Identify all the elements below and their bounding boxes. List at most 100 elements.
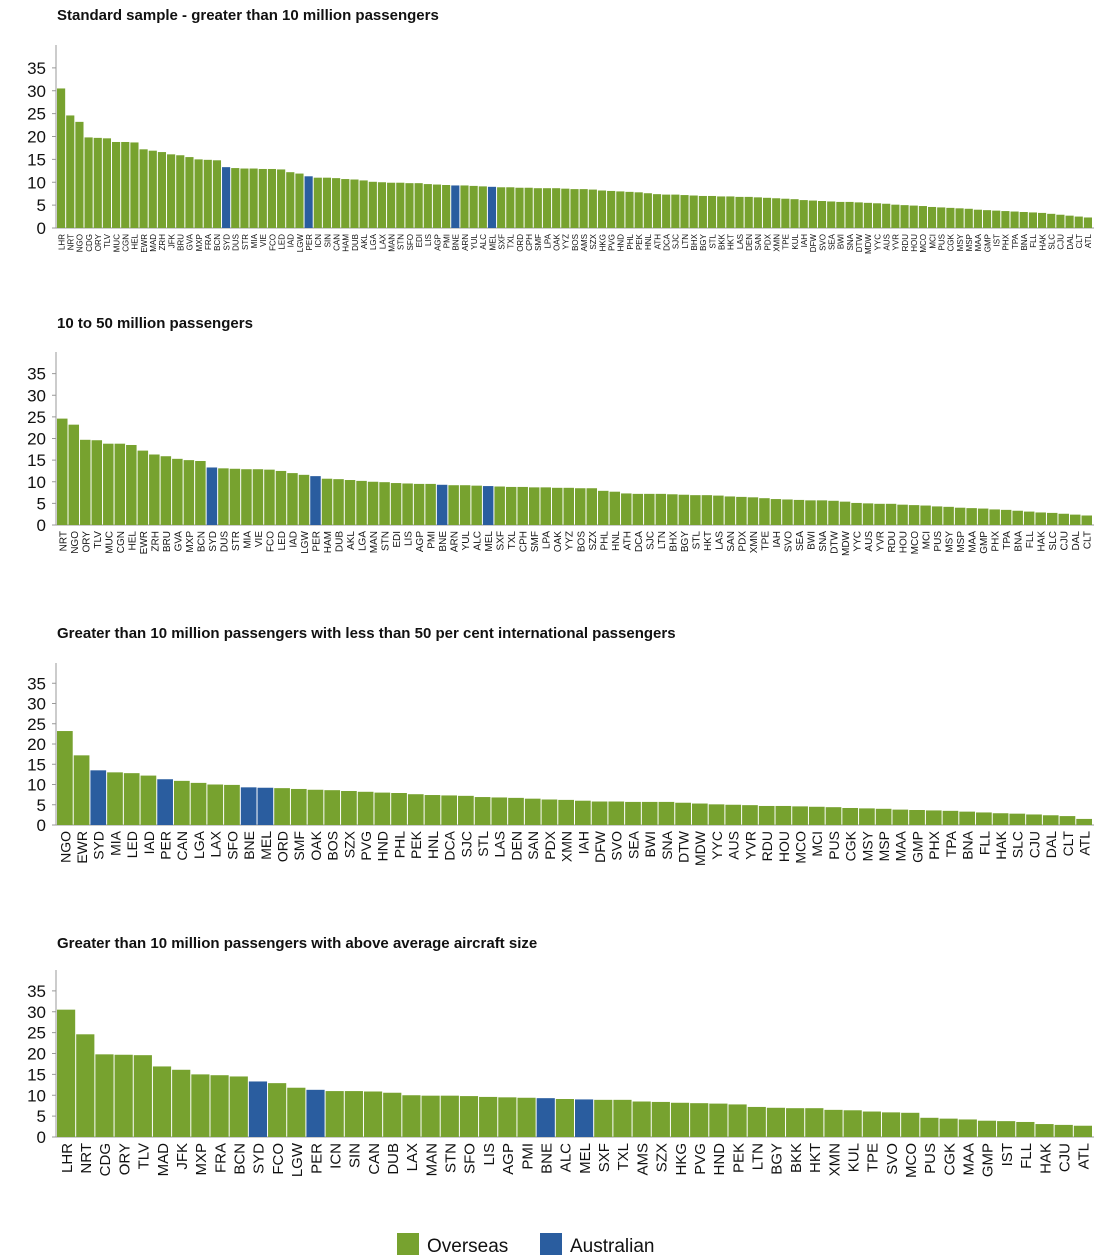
x-tick-label: BGY: [769, 1143, 786, 1175]
x-tick-label: STN: [443, 1143, 460, 1173]
bar: [103, 443, 114, 525]
x-tick-label: PMI: [427, 531, 438, 549]
x-tick-label: LGA: [369, 233, 378, 250]
x-tick-label: SEA: [828, 233, 837, 250]
bar: [655, 493, 667, 525]
x-tick-label: BWI: [806, 531, 817, 550]
bar: [95, 1054, 114, 1137]
x-tick-label: LAX: [378, 233, 387, 249]
x-tick-label: PER: [312, 531, 323, 552]
x-tick-label: FCO: [265, 531, 276, 552]
bar: [977, 1120, 997, 1137]
bar: [1069, 514, 1081, 525]
bar: [670, 1102, 690, 1137]
bar: [644, 493, 655, 525]
x-tick-label: CGN: [122, 234, 131, 252]
x-tick-label: ORD: [274, 831, 290, 862]
x-tick-label: SJC: [672, 234, 681, 249]
bar: [341, 179, 350, 228]
x-tick-label: AKL: [360, 233, 369, 249]
x-tick-label: MUC: [104, 531, 115, 554]
x-tick-label: DEN: [508, 831, 524, 861]
x-tick-label: YYC: [873, 234, 882, 251]
x-tick-label: LPA: [542, 531, 553, 549]
x-tick-label: AUS: [883, 234, 892, 250]
x-tick-label: CJU: [1056, 1143, 1073, 1172]
y-tick-label: 30: [27, 386, 46, 405]
y-tick-label: 5: [37, 494, 46, 513]
chart-title: 10 to 50 million passengers: [57, 315, 253, 332]
bar: [808, 200, 817, 228]
x-tick-label: PEK: [635, 233, 644, 250]
x-tick-label: MSP: [965, 234, 974, 251]
bar: [958, 1119, 977, 1137]
x-tick-label: MAN: [423, 1143, 440, 1176]
bar: [432, 184, 442, 228]
bar: [690, 495, 701, 525]
x-tick-label: NGO: [76, 234, 85, 252]
bar: [474, 797, 491, 825]
x-tick-label: CPH: [525, 234, 534, 251]
x-tick-label: STR: [241, 234, 250, 250]
bar: [126, 444, 137, 525]
bar: [678, 494, 690, 525]
bar: [172, 1069, 191, 1137]
y-tick-label: 10: [27, 776, 46, 795]
y-tick-label: 30: [27, 82, 46, 101]
bar: [344, 480, 356, 525]
bar: [770, 499, 782, 525]
bar: [725, 804, 742, 825]
x-tick-label: PEK: [408, 830, 424, 859]
x-tick-label: PDX: [737, 531, 748, 552]
x-tick-label: MAA: [961, 1143, 978, 1176]
y-tick-label: 10: [27, 1086, 46, 1105]
bar: [1083, 217, 1092, 228]
bar: [274, 788, 290, 825]
bar: [304, 176, 313, 228]
bar: [240, 787, 257, 825]
x-tick-label: YYC: [709, 831, 725, 860]
bar: [114, 443, 126, 525]
bar: [257, 787, 274, 825]
bar: [851, 502, 862, 525]
x-tick-label: GVA: [173, 531, 184, 552]
bar: [75, 121, 84, 228]
bar: [1073, 1125, 1092, 1137]
x-tick-label: MCI: [922, 531, 933, 549]
bar: [277, 169, 286, 228]
x-tick-label: LHR: [57, 234, 66, 250]
x-tick-label: YVR: [742, 831, 758, 860]
bar: [148, 150, 157, 228]
y-tick-label: 0: [37, 219, 46, 238]
y-tick-label: 20: [27, 128, 46, 147]
bar: [555, 1099, 574, 1137]
bar: [992, 813, 1009, 825]
x-tick-label: KUL: [845, 1143, 862, 1172]
bar: [918, 206, 927, 228]
bar: [939, 1118, 958, 1137]
x-tick-label: ATL: [1077, 831, 1093, 856]
bar: [130, 142, 139, 228]
bar: [267, 168, 277, 228]
y-tick-label: 20: [27, 430, 46, 449]
bar: [252, 469, 264, 525]
x-tick-label: NRT: [67, 234, 76, 250]
x-tick-label: EDI: [415, 234, 424, 247]
x-tick-label: GMP: [979, 531, 990, 554]
y-tick-label: 20: [27, 735, 46, 754]
x-tick-label: PHX: [991, 531, 1002, 552]
x-tick-label: PEK: [730, 1143, 747, 1173]
x-tick-label: HKG: [598, 234, 607, 251]
x-tick-label: PHL: [391, 831, 407, 858]
x-tick-label: MCO: [910, 531, 921, 555]
x-tick-label: BNA: [1014, 531, 1025, 552]
bar: [258, 168, 267, 228]
bar: [717, 196, 726, 228]
bar: [313, 177, 322, 228]
x-tick-label: SJC: [645, 531, 656, 550]
bar: [575, 800, 591, 825]
bar: [698, 195, 707, 228]
legend-swatch: [397, 1233, 419, 1255]
x-tick-label: SZX: [589, 233, 598, 249]
bar: [487, 186, 497, 228]
